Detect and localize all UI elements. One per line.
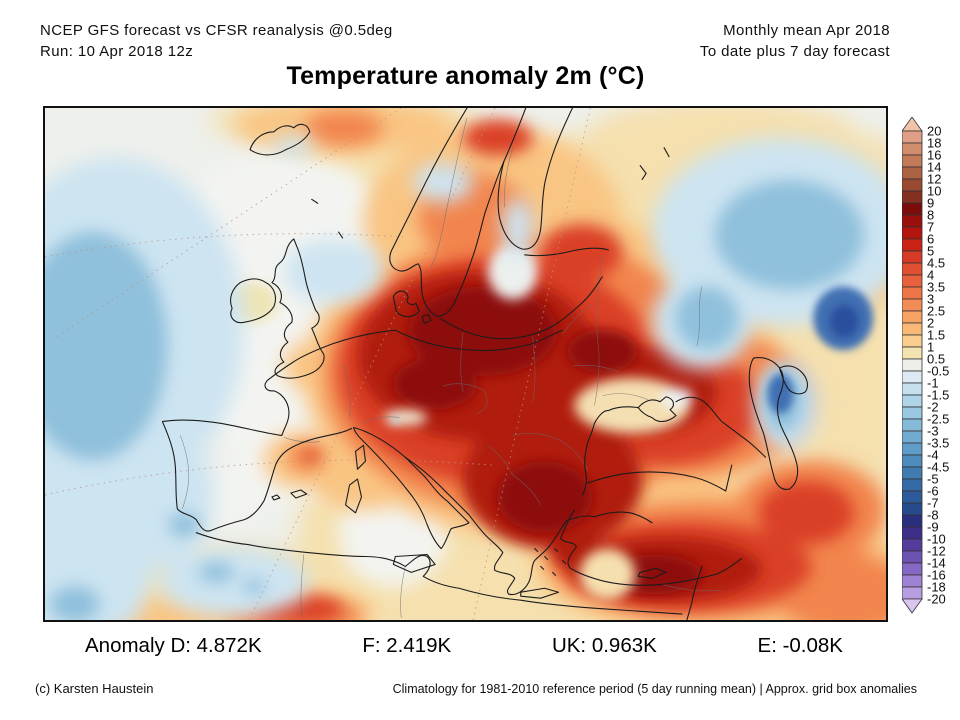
svg-text:20: 20 xyxy=(927,124,941,139)
footer: (c) Karsten Haustein Climatology for 198… xyxy=(35,681,917,696)
svg-text:-20: -20 xyxy=(927,592,946,607)
svg-text:-12: -12 xyxy=(927,544,946,559)
svg-text:18: 18 xyxy=(927,136,941,151)
svg-text:-0.5: -0.5 xyxy=(927,364,949,379)
colorbar-legend: 20 18 16 14 12 10 9 8 7 6 5 4.5 4 3.5 3 2.5 2 1.5 1 0.5 -0.5… xyxy=(901,116,960,617)
model-run-line: Run: 10 Apr 2018 12z xyxy=(40,43,194,60)
svg-text:-6: -6 xyxy=(927,484,939,499)
period-line2: To date plus 7 day forecast xyxy=(699,43,890,60)
svg-text:-8: -8 xyxy=(927,508,939,523)
page-title: Temperature anomaly 2m (°C) xyxy=(286,62,645,90)
svg-text:-16: -16 xyxy=(927,568,946,583)
svg-text:-1: -1 xyxy=(927,376,939,391)
svg-text:-1.5: -1.5 xyxy=(927,388,949,403)
stat-germany: Anomaly D: 4.872K xyxy=(85,634,262,657)
svg-text:-2: -2 xyxy=(927,400,939,415)
europe-anomaly-map xyxy=(43,106,888,622)
svg-text:-4.5: -4.5 xyxy=(927,460,949,475)
stat-france: F: 2.419K xyxy=(362,634,452,657)
graticule-lines xyxy=(45,108,591,620)
stat-uk: UK: 0.963K xyxy=(551,634,657,657)
svg-text:-4: -4 xyxy=(927,448,939,463)
svg-text:-14: -14 xyxy=(927,556,946,571)
svg-text:2.5: 2.5 xyxy=(927,304,945,319)
climatology-note: Climatology for 1981-2010 reference peri… xyxy=(392,682,917,696)
period-line1: Monthly mean Apr 2018 xyxy=(723,22,890,39)
svg-text:9: 9 xyxy=(927,196,934,211)
svg-text:0.5: 0.5 xyxy=(927,352,945,367)
colorbar-svg: 201816141210987654.543.532.521.510.5-0.5… xyxy=(901,116,949,614)
stat-europe: E: -0.08K xyxy=(757,634,843,657)
anomaly-map-svg xyxy=(45,108,886,620)
svg-text:-5: -5 xyxy=(927,472,939,487)
anomaly-stats: Anomaly D: 4.872K F: 2.419K UK: 0.963K E… xyxy=(43,634,888,658)
svg-text:-9: -9 xyxy=(927,520,939,535)
coastlines xyxy=(161,108,808,620)
svg-text:1.5: 1.5 xyxy=(927,328,945,343)
period-info: Monthly mean Apr 2018 To date plus 7 day… xyxy=(700,20,890,62)
svg-text:8: 8 xyxy=(927,208,934,223)
country-borders xyxy=(180,117,722,619)
svg-text:5: 5 xyxy=(927,244,934,259)
svg-text:-2.5: -2.5 xyxy=(927,412,949,427)
svg-text:14: 14 xyxy=(927,160,941,175)
svg-text:-7: -7 xyxy=(927,496,939,511)
header: NCEP GFS forecast vs CFSR reanalysis @0.… xyxy=(40,20,890,62)
svg-text:-3.5: -3.5 xyxy=(927,436,949,451)
svg-text:3.5: 3.5 xyxy=(927,280,945,295)
credit-text: (c) Karsten Haustein xyxy=(35,681,154,696)
svg-text:10: 10 xyxy=(927,184,941,199)
svg-text:1: 1 xyxy=(927,340,934,355)
svg-text:-18: -18 xyxy=(927,580,946,595)
svg-text:3: 3 xyxy=(927,292,934,307)
svg-text:-10: -10 xyxy=(927,532,946,547)
svg-text:-3: -3 xyxy=(927,424,939,439)
svg-text:16: 16 xyxy=(927,148,941,163)
svg-text:2: 2 xyxy=(927,316,934,331)
svg-text:6: 6 xyxy=(927,232,934,247)
model-info: NCEP GFS forecast vs CFSR reanalysis @0.… xyxy=(40,20,393,62)
svg-text:7: 7 xyxy=(927,220,934,235)
svg-text:4: 4 xyxy=(927,268,934,283)
model-info-line1: NCEP GFS forecast vs CFSR reanalysis @0.… xyxy=(40,22,393,39)
svg-text:4.5: 4.5 xyxy=(927,256,945,271)
svg-text:12: 12 xyxy=(927,172,941,187)
